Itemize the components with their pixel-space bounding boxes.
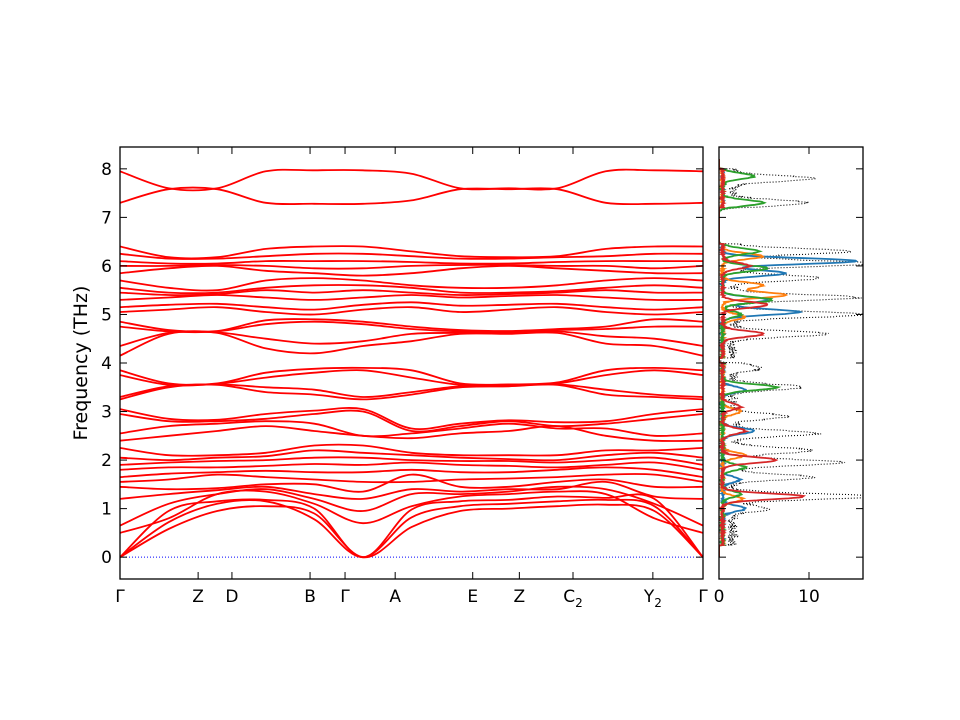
dos-x-tick-label: 10 (798, 587, 820, 607)
band-y-ticks: 0 1 2 3 4 5 6 7 8 (101, 160, 703, 568)
phonon-band-line (120, 263, 703, 270)
y-axis-label: Frequency (THz) (70, 286, 92, 441)
kpath-label: B (304, 587, 316, 607)
kpath-label: A (389, 587, 401, 607)
phonon-band-line (120, 473, 703, 484)
phonon-band-line (120, 318, 703, 333)
dos-panel: 0 10 (714, 146, 864, 607)
phonon-band-line (120, 366, 703, 386)
phonon-bands (120, 168, 703, 559)
phonon-band-line (120, 289, 703, 296)
phonon-band-line (120, 480, 703, 500)
phonon-band-line (120, 461, 703, 471)
band-y-tick-label: 3 (101, 403, 112, 423)
band-y-tick-label: 2 (101, 451, 112, 471)
dos-x-tick-label: 0 (714, 587, 725, 607)
band-y-tick-label: 5 (101, 305, 112, 325)
dos-x-ticks: 0 10 (714, 147, 820, 607)
phonon-band-line (120, 425, 703, 442)
phonon-band-line (120, 407, 703, 430)
band-y-tick-label: 4 (101, 354, 112, 374)
phonon-band-line (120, 260, 703, 265)
kpath-label: D (225, 587, 238, 607)
phonon-band-line (120, 466, 703, 478)
phonon-band-line (120, 503, 703, 559)
phonon-band-line (120, 473, 703, 493)
phonon-band-line (120, 443, 703, 457)
phonon-band-line (120, 449, 703, 462)
dos-y-ticks (719, 168, 863, 558)
phonon-band-line (120, 493, 703, 559)
phonon-band-line (120, 485, 703, 527)
phonon-band-line (120, 277, 703, 292)
dos-curve (719, 159, 789, 558)
phonon-band-line (120, 420, 703, 438)
phonon-band-line (120, 498, 703, 559)
kpath-label: Γ (340, 587, 350, 607)
band-y-tick-label: 6 (101, 257, 112, 277)
band-y-tick-label: 1 (101, 500, 112, 520)
phonon-band-line (120, 330, 703, 347)
band-y-tick-label: 0 (101, 548, 112, 568)
dos-curve (719, 159, 807, 558)
kpath-label: Z (192, 587, 204, 607)
phonon-band-line (120, 306, 703, 316)
phonon-band-line (120, 245, 703, 260)
kpath-label: Γ (698, 587, 708, 607)
phonon-band-line (120, 284, 703, 295)
phonon-band-line (120, 301, 703, 311)
phonon-band-line (120, 168, 703, 192)
kpath-label: Z (514, 587, 526, 607)
kpath-label: E (467, 587, 478, 607)
phonon-band-line (120, 252, 703, 260)
phonon-band-line (120, 456, 703, 466)
phonon-band-line (120, 409, 703, 433)
band-y-tick-label: 8 (101, 160, 112, 180)
kpath-label: Γ (115, 587, 125, 607)
band-y-tick-label: 7 (101, 208, 112, 228)
